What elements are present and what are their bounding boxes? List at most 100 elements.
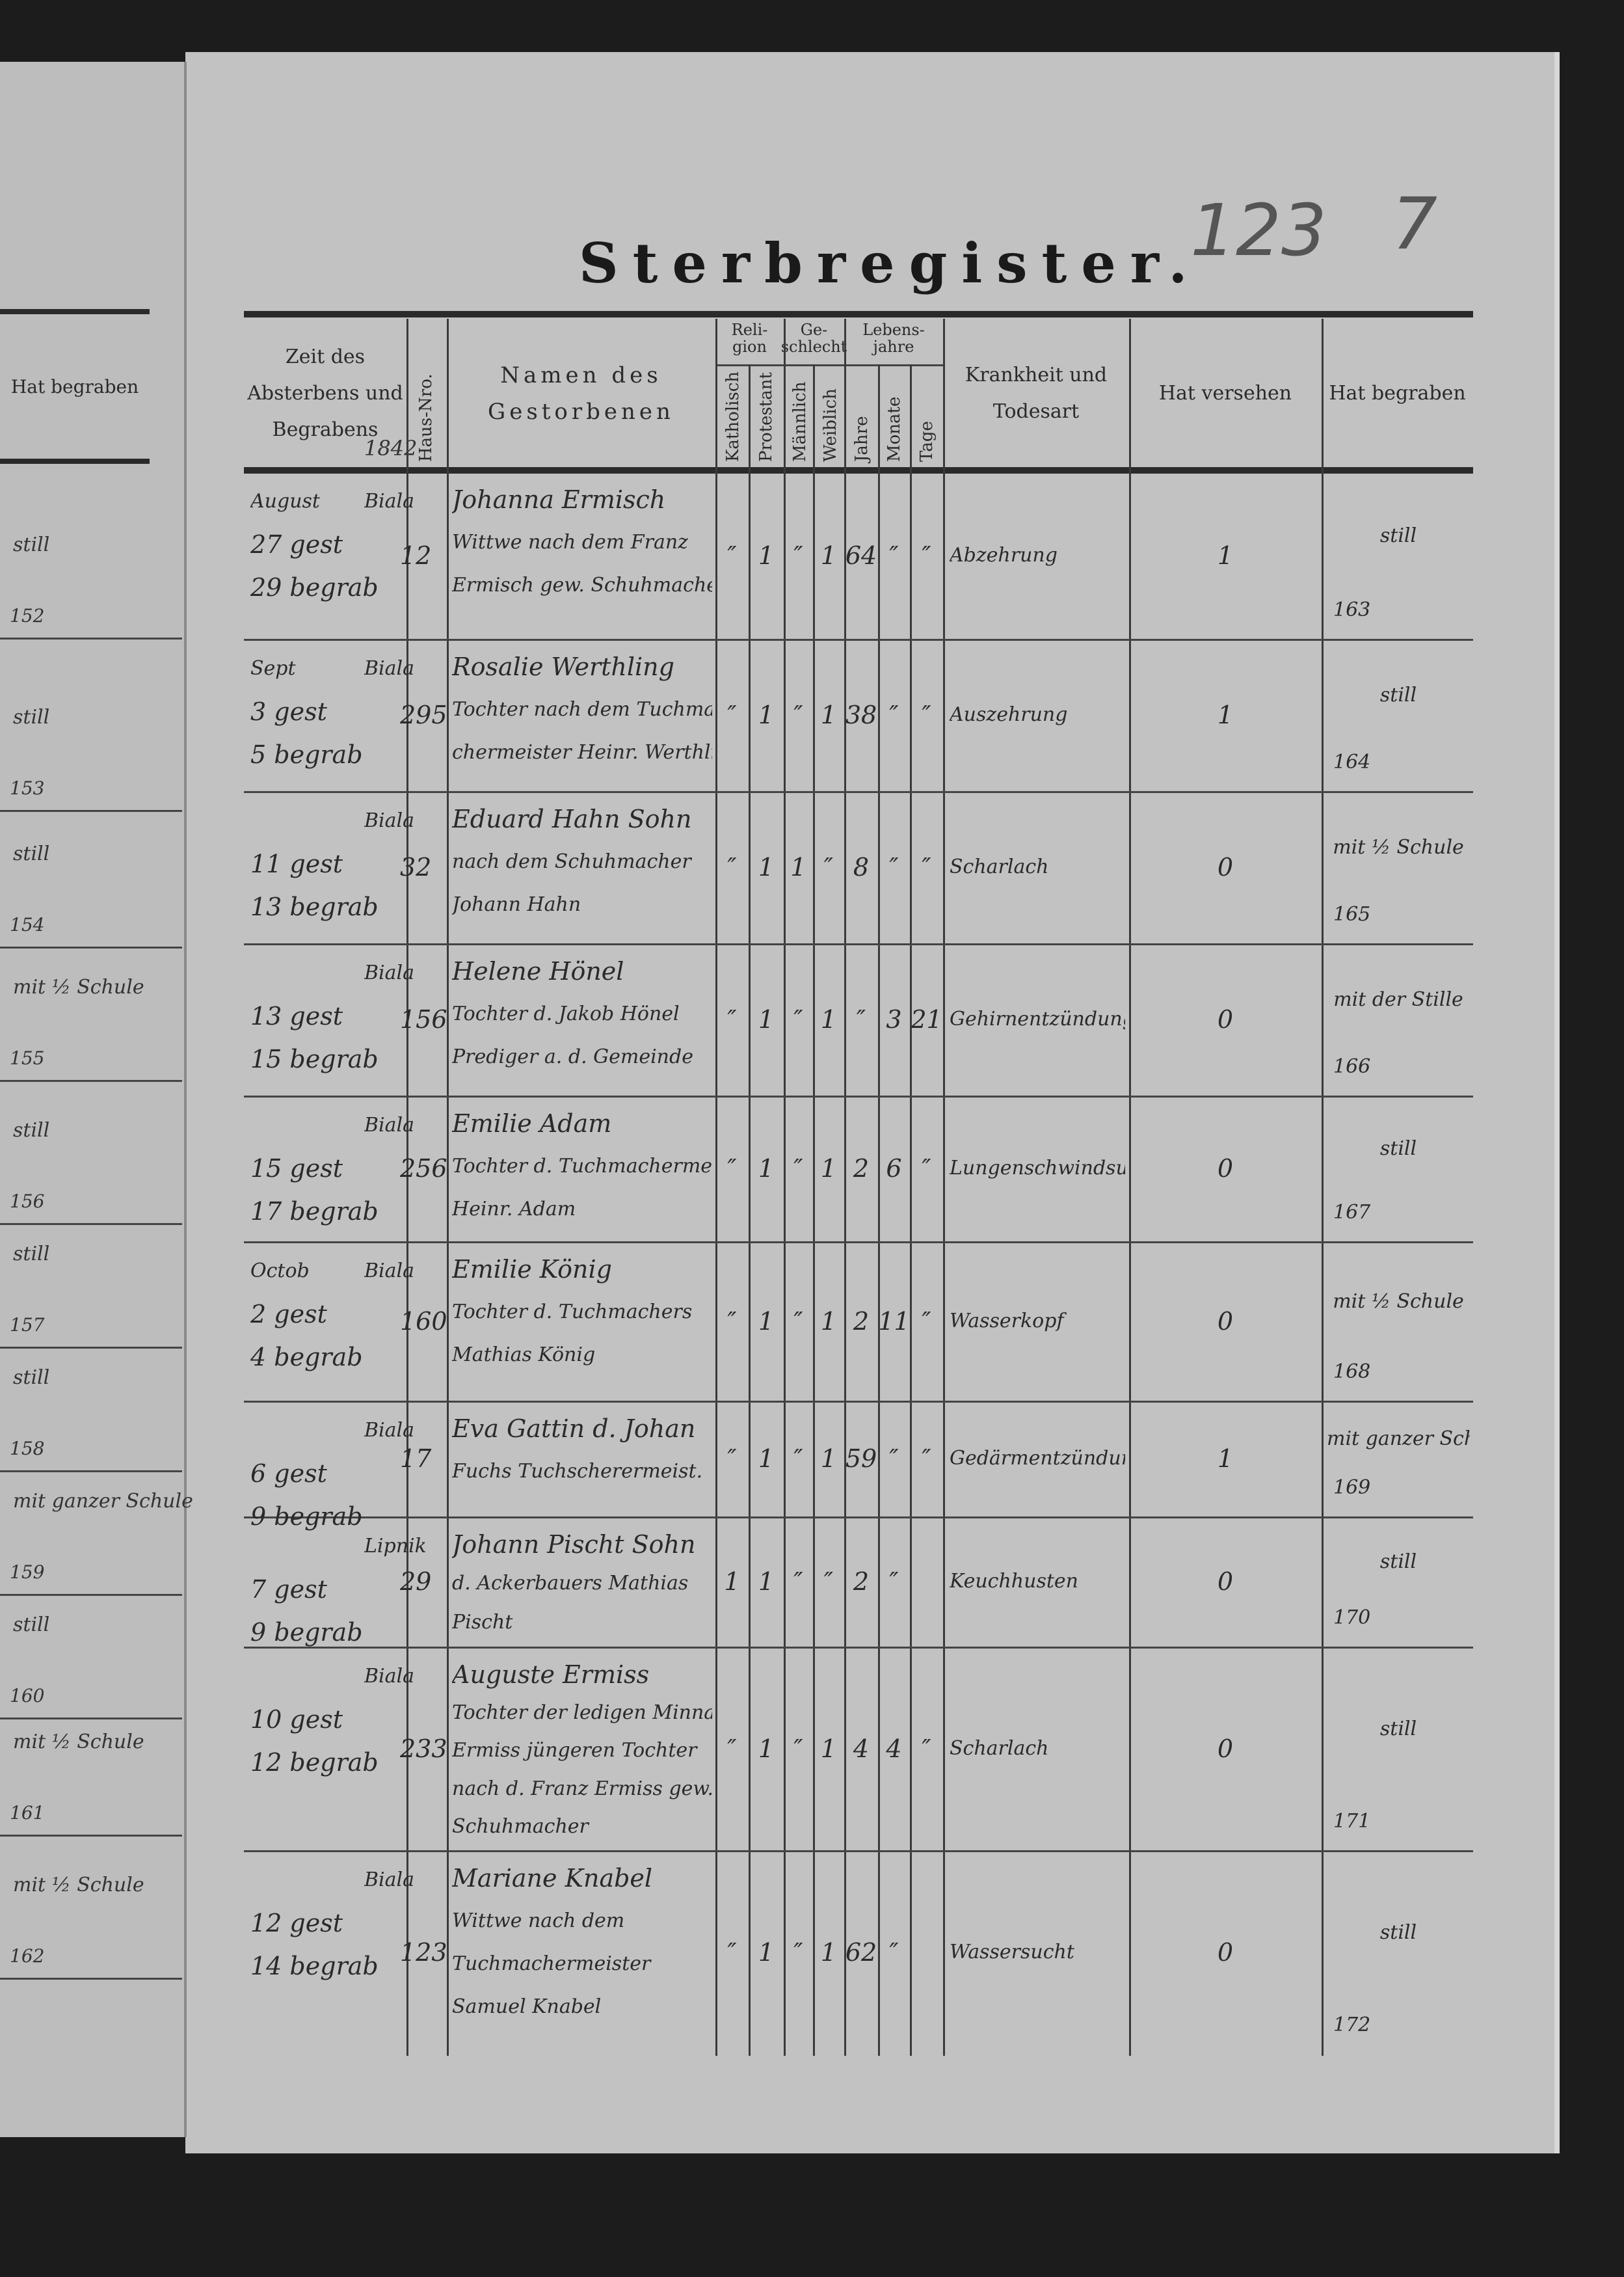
left-buried-entry: still (13, 1243, 50, 1265)
cell-female: 1 (820, 701, 837, 729)
column-line (910, 364, 912, 2056)
left-header-buried: Hat begraben (10, 376, 139, 397)
cause-of-death: Lungenschwindsucht (950, 1157, 1125, 1179)
buried-by: still (1379, 1550, 1417, 1573)
row-divider (244, 1647, 1473, 1649)
header-catholic: Katholisch (723, 371, 743, 462)
cell-months: ″ (889, 1567, 899, 1596)
cell-kath: ″ (727, 541, 737, 570)
left-buried-entry: still (13, 1119, 50, 1142)
cell-prot: 1 (758, 1154, 775, 1183)
left-entry-number: 155 (10, 1047, 45, 1069)
left-row-divider (0, 1080, 182, 1082)
house-number: 29 (400, 1567, 432, 1596)
cell-kath: ″ (727, 701, 737, 729)
name-line: Johanna Ermisch (452, 485, 666, 514)
cause-of-death: Keuchhusten (950, 1570, 1078, 1593)
header-name: Namen des Gestorbenen (488, 362, 674, 425)
date-line: 12 gest (250, 1909, 343, 1937)
cause-of-death: Wassersucht (950, 1940, 1074, 1963)
cell-prot: 1 (758, 1567, 775, 1596)
date-line: 4 begrab (250, 1343, 363, 1371)
cell-years: 59 (845, 1444, 877, 1473)
left-row-divider (0, 1594, 182, 1596)
cell-male: ″ (793, 541, 803, 570)
cell-months: ″ (889, 1444, 899, 1473)
house-number: 256 (400, 1154, 447, 1183)
left-buried-entry: mit ½ Schule (13, 976, 144, 999)
cell-male: ″ (793, 701, 803, 729)
entry-number: 171 (1333, 1810, 1371, 1833)
cell-female: ″ (823, 853, 834, 882)
cell-years: 2 (853, 1154, 870, 1183)
left-entry-number: 161 (10, 1802, 45, 1824)
cell-male: ″ (793, 1005, 803, 1034)
row-divider (244, 791, 1473, 793)
column-line (406, 319, 408, 2056)
provided-by: 0 (1217, 1567, 1234, 1596)
name-line: Emilie König (452, 1255, 612, 1284)
cell-years: 2 (853, 1567, 870, 1596)
place: Biala (364, 1114, 415, 1137)
cell-female: 1 (820, 1937, 837, 1967)
left-buried-entry: mit ½ Schule (13, 1731, 144, 1753)
provided-by: 1 (1217, 1444, 1234, 1473)
cell-prot: 1 (758, 541, 775, 570)
name-line: d. Ackerbauers Mathias (452, 1572, 689, 1595)
date-line: 14 begrab (250, 1952, 379, 1980)
place: Biala (364, 962, 415, 984)
cell-female: ″ (823, 1567, 834, 1596)
page-number: 123 (1190, 189, 1327, 272)
left-buried-entry: mit ½ Schule (13, 1874, 144, 1896)
name-line: Eduard Hahn Sohn (452, 805, 692, 833)
left-entry-number: 153 (10, 777, 45, 799)
name-line: Prediger a. d. Gemeinde (452, 1045, 693, 1068)
name-line: Mathias König (452, 1343, 596, 1366)
place: Biala (364, 490, 415, 513)
date-line: 3 gest (250, 697, 327, 726)
left-row-divider (0, 810, 182, 812)
cell-years: ″ (856, 1005, 866, 1034)
column-line (1129, 319, 1131, 2056)
left-page (0, 62, 185, 2137)
cell-prot: 1 (758, 1306, 775, 1336)
header-time: Zeit des Absterbens und Begrabens (247, 345, 403, 441)
entry-number: 169 (1333, 1476, 1371, 1499)
cell-months: 3 (886, 1005, 902, 1034)
name-line: nach d. Franz Ermiss gew. (452, 1777, 712, 1800)
place: Biala (364, 1260, 415, 1282)
cell-kath: ″ (727, 1937, 737, 1967)
page-fold (184, 62, 187, 2137)
header-protestant: Protestant (756, 372, 776, 462)
cell-male: ″ (793, 1444, 803, 1473)
buried-by: still (1379, 524, 1417, 547)
left-buried-entry: still (13, 533, 50, 556)
place: Biala (364, 1419, 415, 1442)
cause-of-death: Auszehrung (950, 703, 1068, 726)
date-line: 13 begrab (250, 893, 379, 921)
cell-prot: 1 (758, 701, 775, 729)
name-line: Samuel Knabel (452, 1995, 602, 2018)
column-line (715, 319, 717, 2056)
cell-months: 11 (878, 1306, 910, 1336)
date-line: Sept (250, 657, 296, 680)
left-entry-number: 152 (10, 605, 45, 627)
date-line: 13 gest (250, 1002, 343, 1031)
cell-days: 21 (911, 1005, 942, 1034)
cell-male: ″ (793, 1306, 803, 1336)
cause-of-death: Gedärmentzündung (950, 1447, 1125, 1470)
left-top-rule (0, 309, 150, 314)
place: Biala (364, 1868, 415, 1891)
column-line (844, 319, 846, 2056)
cause-of-death: Gehirnentzündung (950, 1008, 1125, 1031)
name-line: Johann Hahn (452, 893, 581, 916)
name-line: Heinr. Adam (452, 1198, 576, 1220)
header-bottom-rule (244, 467, 1473, 474)
column-line (878, 364, 880, 2056)
left-row-divider (0, 638, 182, 640)
header-sex: Ge-schlecht (780, 321, 847, 356)
entry-number: 164 (1333, 751, 1371, 774)
cell-male: ″ (793, 1937, 803, 1967)
cell-female: 1 (820, 1444, 837, 1473)
place: Biala (364, 657, 415, 680)
